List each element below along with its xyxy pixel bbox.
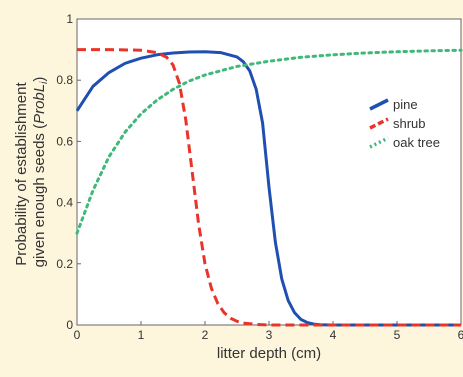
- legend: pine shrub oak tree: [369, 97, 440, 150]
- plot-area: [76, 18, 462, 326]
- legend-item-oak-tree: oak tree: [369, 135, 440, 150]
- x-tick-label: 1: [138, 328, 145, 342]
- y-tick-label: 1: [66, 12, 73, 26]
- y-axis-label-line1: Probability of establishment: [13, 82, 30, 266]
- legend-swatch-oak-tree: [369, 136, 389, 149]
- legend-item-shrub: shrub: [369, 116, 426, 131]
- legend-label-pine: pine: [393, 97, 418, 112]
- legend-swatch-pine: [369, 98, 389, 111]
- x-tick-label: 6: [458, 328, 463, 342]
- x-tick-label: 4: [330, 328, 337, 342]
- legend-label-oak-tree: oak tree: [393, 135, 440, 150]
- y-tick-label: 0.2: [56, 257, 73, 271]
- series-line-oak-tree: [75, 48, 463, 235]
- legend-label-shrub: shrub: [393, 116, 426, 131]
- y-tick-label: 0.8: [56, 73, 73, 87]
- series-line-shrub: [77, 48, 461, 327]
- y-tick-label: 0: [66, 318, 73, 332]
- x-tick-label: 5: [394, 328, 401, 342]
- x-axis-label: litter depth (cm): [217, 345, 321, 362]
- y-tick-label: 0.4: [56, 196, 73, 210]
- x-tick-label: 2: [202, 328, 209, 342]
- y-axis-ticks: 0 0.2 0.4 0.6 0.8 1: [56, 12, 81, 332]
- y-axis-label: Probability of establishment given enoug…: [13, 77, 50, 268]
- y-tick-label: 0.6: [56, 134, 73, 148]
- y-axis-label-line2: given enough seeds (ProbLi): [31, 77, 50, 268]
- legend-swatch-shrub: [369, 117, 389, 130]
- x-tick-label: 0: [74, 328, 81, 342]
- legend-item-pine: pine: [369, 97, 418, 112]
- series-line-pine: [75, 50, 461, 327]
- series-layer: [75, 48, 463, 327]
- x-tick-label: 3: [266, 328, 273, 342]
